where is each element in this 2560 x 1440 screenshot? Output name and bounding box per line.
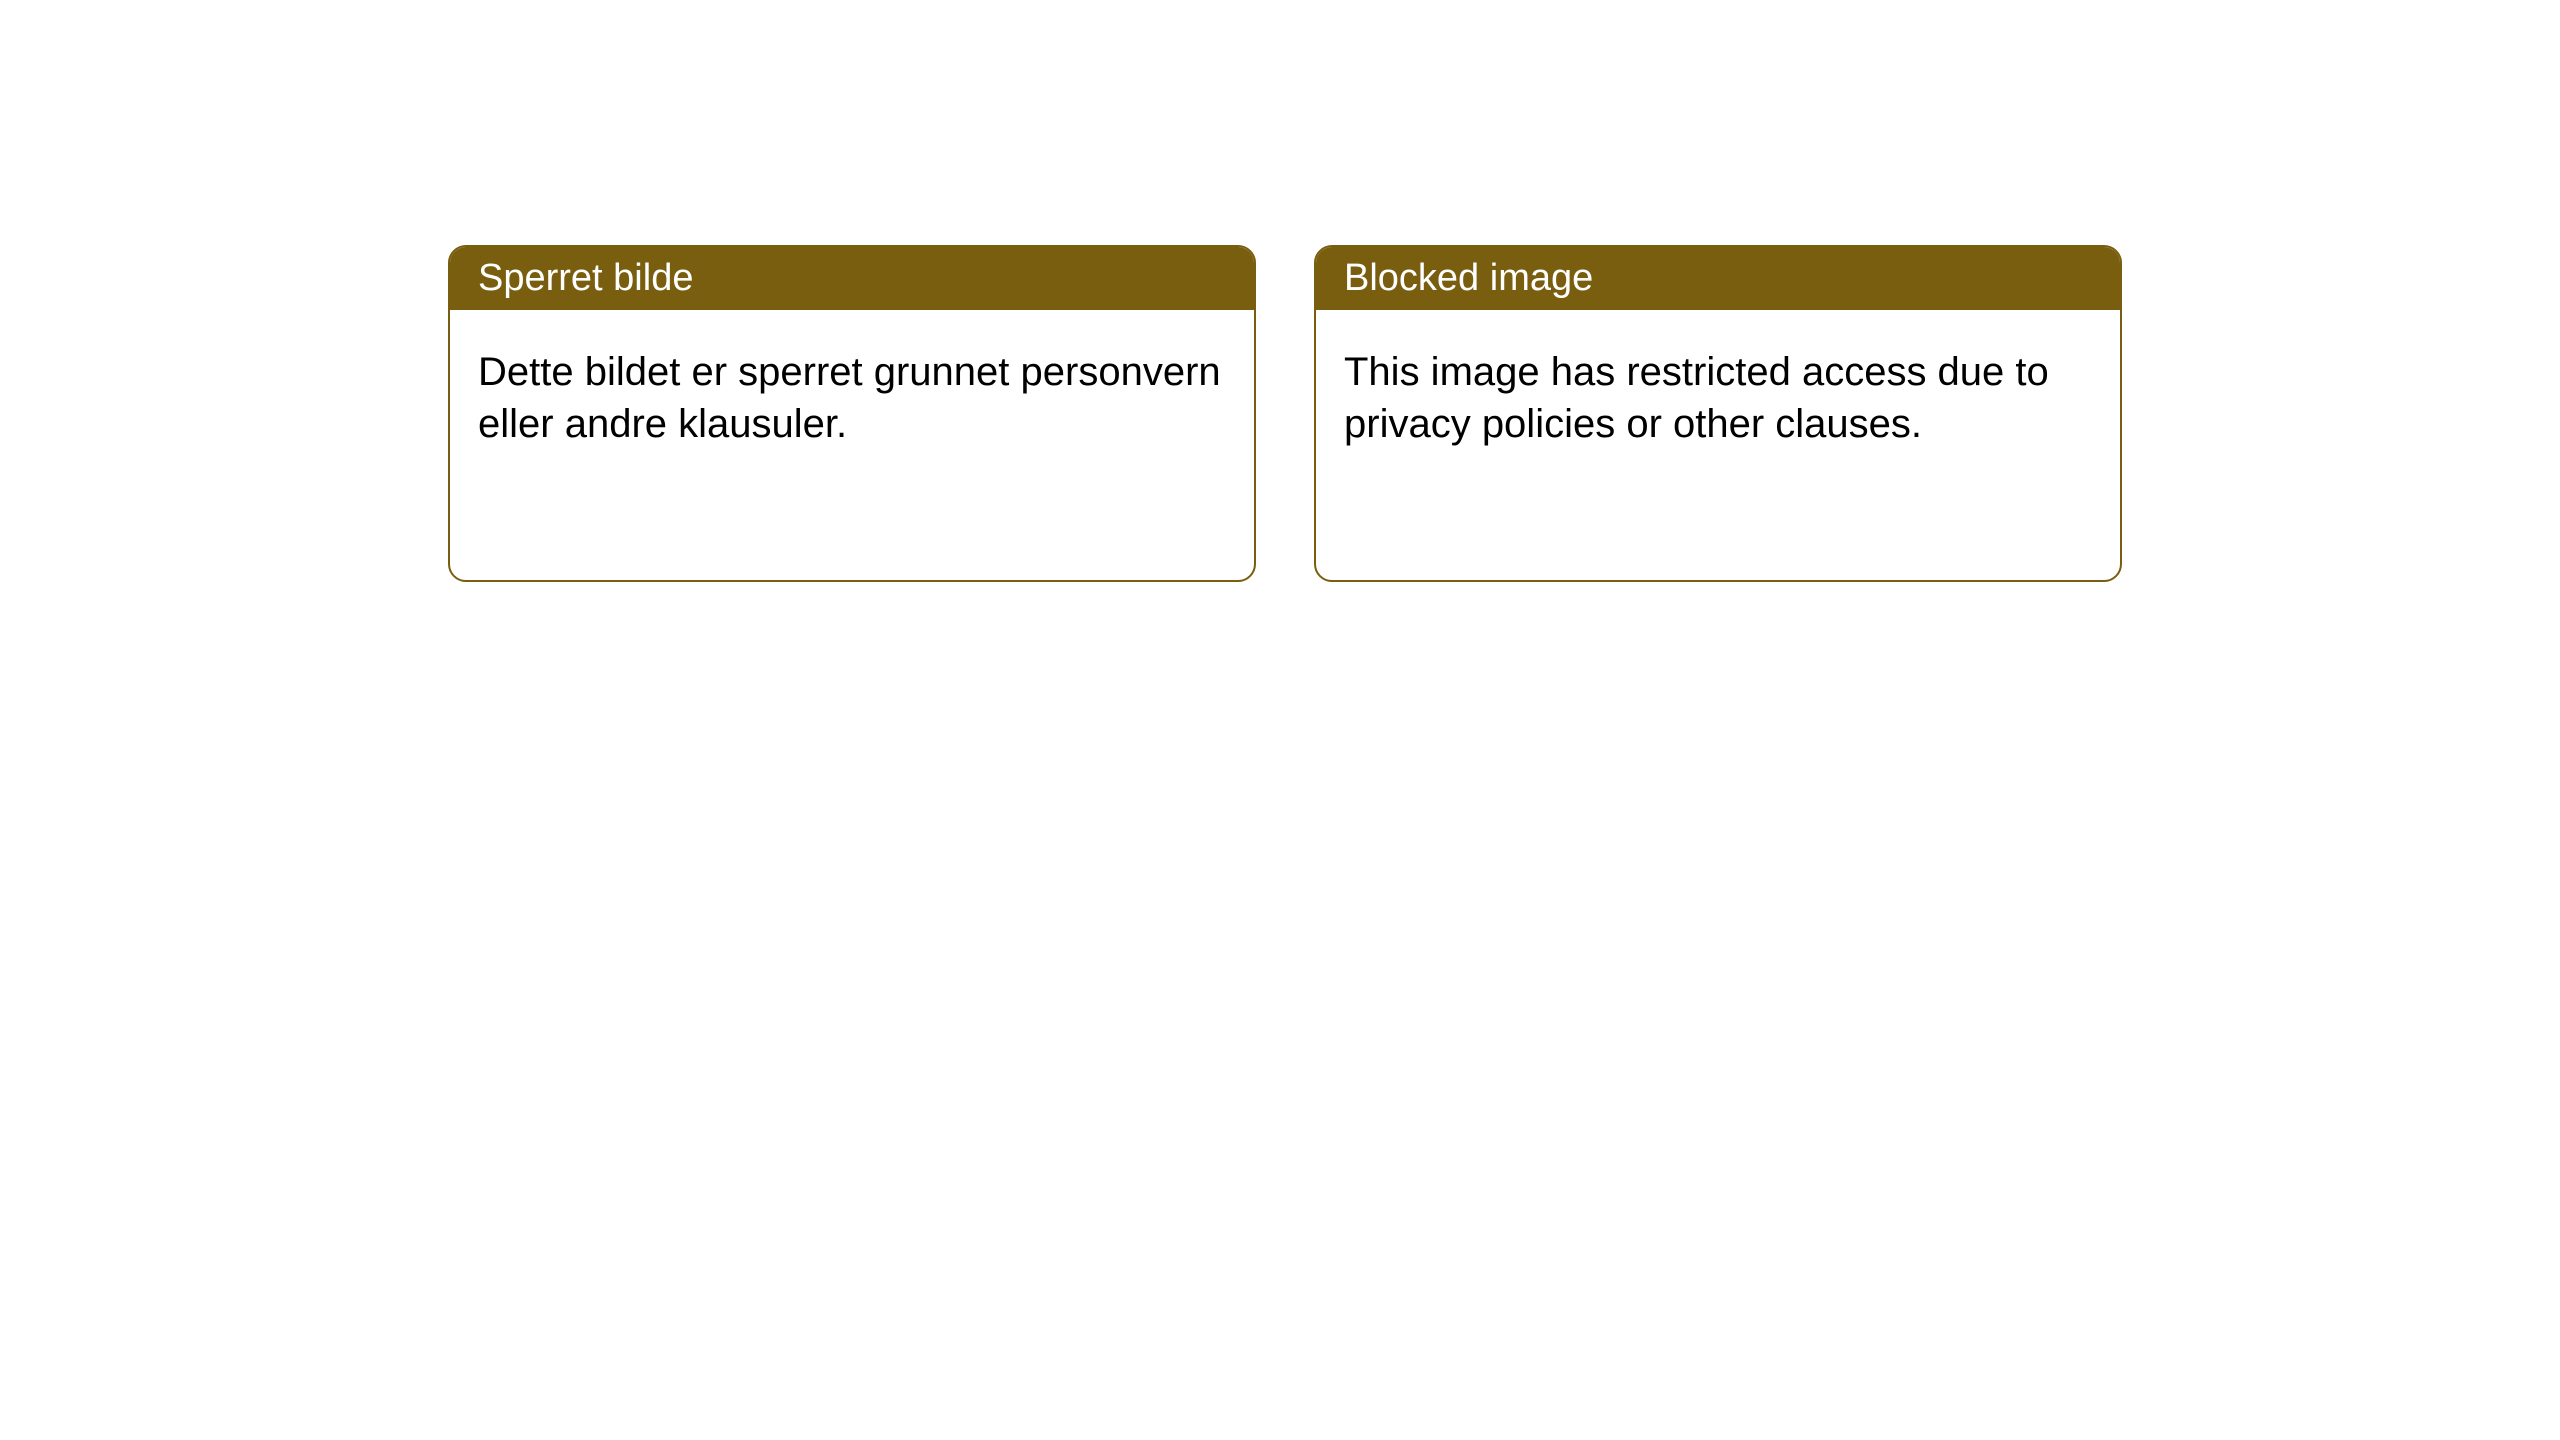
notice-container: Sperret bilde Dette bildet er sperret gr…	[0, 0, 2560, 582]
notice-card-norwegian: Sperret bilde Dette bildet er sperret gr…	[448, 245, 1256, 582]
card-body-text: This image has restricted access due to …	[1344, 350, 2049, 446]
card-title: Blocked image	[1344, 257, 1593, 299]
card-body: Dette bildet er sperret grunnet personve…	[450, 310, 1254, 486]
card-header: Blocked image	[1316, 247, 2120, 310]
card-title: Sperret bilde	[478, 257, 693, 299]
card-body-text: Dette bildet er sperret grunnet personve…	[478, 350, 1221, 446]
card-body: This image has restricted access due to …	[1316, 310, 2120, 486]
card-header: Sperret bilde	[450, 247, 1254, 310]
notice-card-english: Blocked image This image has restricted …	[1314, 245, 2122, 582]
